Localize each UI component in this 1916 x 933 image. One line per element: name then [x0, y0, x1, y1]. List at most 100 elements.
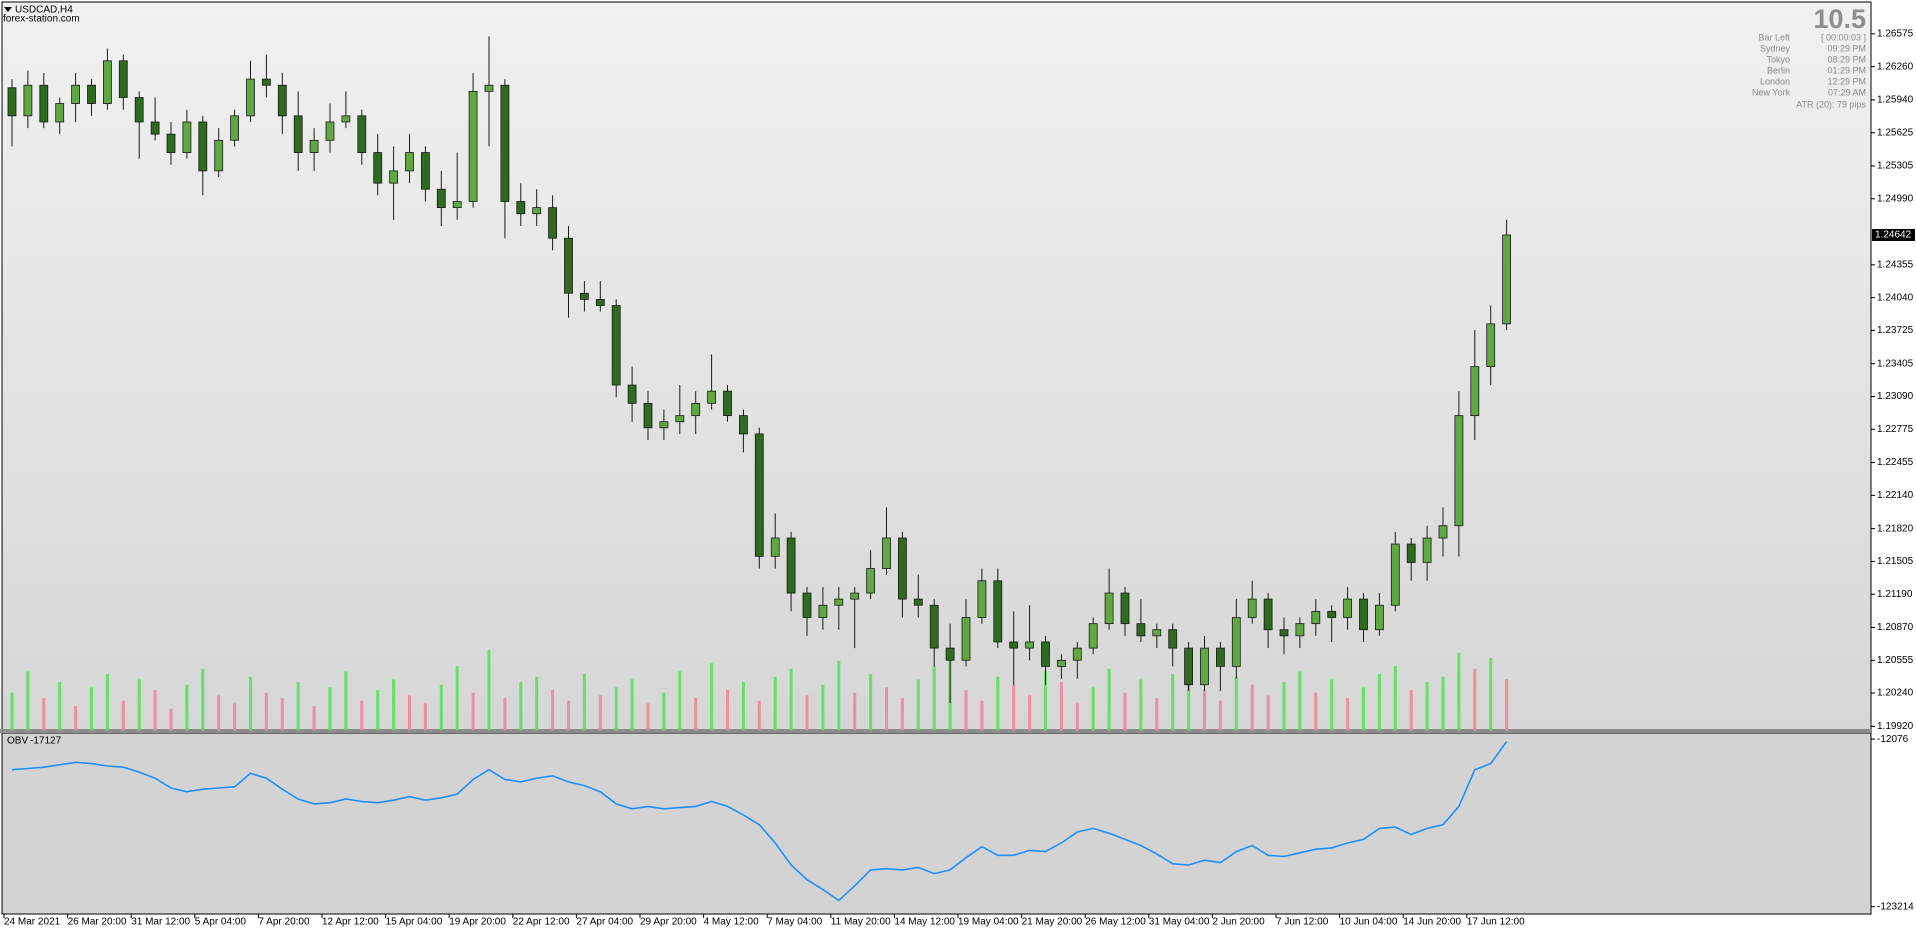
candle-body: [373, 152, 383, 184]
candle-body: [850, 592, 860, 600]
candle-body: [1057, 659, 1066, 667]
info-value: [ 00:00:03 ]: [1821, 32, 1866, 42]
candle-body: [977, 580, 987, 618]
volume-bar: [90, 687, 93, 730]
volume-bar: [1203, 690, 1206, 730]
volume-bar: [646, 703, 650, 730]
volume-bar: [10, 692, 14, 730]
candle-body: [341, 115, 351, 123]
candle-body: [1390, 543, 1400, 606]
candle-body: [739, 415, 748, 435]
panel-separator: [0, 729, 1872, 733]
info-label: Bar Left: [1758, 32, 1790, 42]
x-tick-label: 22 Apr 12:00: [513, 917, 570, 928]
volume-bar: [376, 690, 380, 730]
candle-body: [405, 152, 414, 172]
x-tick-label: 10 Jun 04:00: [1340, 917, 1398, 928]
volume-bar: [105, 674, 109, 730]
volume-bar: [185, 684, 189, 730]
candle-body: [691, 402, 701, 417]
volume-bar: [1171, 674, 1175, 730]
menu-triangle[interactable]: [4, 7, 12, 12]
volume-bar: [614, 687, 618, 730]
candle-body: [389, 170, 399, 184]
volume-bar: [1091, 687, 1095, 730]
volume-bar: [487, 650, 491, 730]
volume-bar: [821, 684, 825, 730]
volume-bar: [1362, 687, 1365, 730]
volume-bar: [567, 700, 570, 730]
candle-body: [516, 201, 526, 215]
volume-bar: [630, 679, 634, 730]
candle-body: [1311, 610, 1321, 625]
candle-body: [246, 78, 255, 117]
candle-body: [71, 84, 80, 104]
y-tick-label: 1.23405: [1877, 358, 1914, 369]
candle-body: [1343, 598, 1352, 618]
x-tick-label: 19 Apr 20:00: [449, 917, 506, 928]
candle-body: [882, 537, 891, 569]
volume-bar: [169, 708, 173, 730]
x-tick-label: 17 Jun 12:00: [1467, 917, 1525, 928]
obv-panel: [1, 732, 1872, 915]
x-tick-label: 7 Jun 12:00: [1276, 917, 1329, 928]
volume-bar: [996, 676, 1000, 730]
volume-bar: [455, 666, 459, 730]
volume-bar: [1187, 660, 1191, 730]
volume-bar: [980, 700, 984, 730]
candle-body: [55, 103, 65, 123]
volume-bar: [1044, 671, 1047, 730]
x-tick-label: 4 May 12:00: [704, 917, 759, 928]
volume-bar: [1107, 668, 1111, 730]
volume-bar: [26, 671, 30, 730]
volume-bar: [1330, 679, 1334, 730]
candle-body: [1072, 647, 1082, 661]
x-tick-label: 31 Mar 12:00: [131, 917, 190, 928]
candle-body: [548, 207, 557, 239]
volume-bar: [1218, 700, 1222, 730]
candle-body: [707, 390, 716, 404]
candle-body: [1438, 525, 1448, 539]
candle-body: [580, 292, 589, 300]
candle-body: [818, 604, 828, 618]
volume-bar: [1250, 684, 1254, 730]
volume-bar: [58, 682, 62, 730]
volume-bar: [217, 695, 221, 730]
candle-body: [182, 121, 192, 153]
volume-bar: [153, 690, 157, 730]
volume-bar: [233, 703, 237, 730]
volume-bar: [789, 668, 793, 730]
y-tick-label: 1.23090: [1877, 391, 1914, 402]
y-tick-label: 1.25305: [1877, 161, 1914, 172]
candle-body: [643, 402, 653, 429]
info-value: 09:29 PM: [1827, 43, 1866, 53]
volume-bar: [551, 690, 555, 730]
price-marker: [1872, 228, 1915, 241]
x-tick-label: 7 May 04:00: [767, 917, 822, 928]
volume-bar: [121, 700, 125, 730]
candle-body: [659, 421, 669, 429]
y-tick-label: -123214: [1877, 901, 1914, 912]
obv-name: OBV: [7, 736, 28, 747]
candle-body: [357, 115, 367, 153]
candle-body: [277, 84, 287, 117]
y-tick-label: 1.26575: [1877, 28, 1914, 39]
volume-bar: [869, 674, 873, 730]
price-marker-label: 1.24642: [1875, 230, 1912, 241]
volume-bar: [1505, 679, 1509, 730]
x-tick-label: 14 May 12:00: [894, 917, 955, 928]
volume-bar: [885, 687, 888, 730]
volume-bar: [1489, 658, 1493, 730]
big-value: 10.5: [1813, 4, 1866, 34]
atr-text: ATR (20): 79 pips: [1796, 99, 1866, 109]
info-value: 08:29 PM: [1827, 54, 1866, 64]
volume-bar: [1377, 674, 1381, 730]
volume-bar: [1123, 692, 1127, 730]
candle-body: [1088, 623, 1098, 649]
y-tick-label: 1.21820: [1877, 523, 1914, 534]
y-tick-label: 1.24040: [1877, 292, 1914, 303]
y-tick-label: 1.21505: [1877, 556, 1914, 567]
volume-bar: [1139, 679, 1143, 730]
